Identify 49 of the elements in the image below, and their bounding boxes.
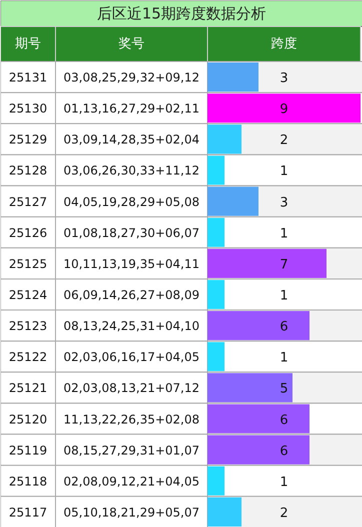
text: 11,13,22,26,35+02,08 — [63, 412, 200, 426]
y-tick-label: 25126 — [8, 226, 48, 240]
y-tick-label: 25120 — [8, 412, 48, 426]
y-tick-label: 25129 — [8, 132, 48, 147]
data-label: 6 — [280, 412, 288, 428]
text: 08,15,27,29,31+01,07 — [63, 443, 200, 458]
y-axis-title: 期号 — [15, 36, 41, 52]
text: 02,08,09,12,21+04,05 — [63, 474, 200, 488]
text: 奖号 — [118, 36, 144, 52]
text: 03,06,26,30,33+11,12 — [63, 164, 200, 178]
text: 01,13,16,27,29+02,11 — [63, 102, 200, 116]
y-tick-label: 25118 — [8, 474, 48, 488]
data-label: 3 — [280, 195, 288, 210]
y-tick-label: 25128 — [8, 164, 48, 178]
data-label: 1 — [280, 350, 288, 366]
x-axis-title: 跨度 — [271, 36, 297, 52]
data-label: 3 — [280, 71, 288, 86]
text: 04,05,19,28,29+05,08 — [63, 194, 200, 209]
data-label: 6 — [280, 320, 288, 335]
data-label: 9 — [280, 102, 288, 118]
text: 02,03,06,16,17+04,05 — [63, 350, 200, 364]
y-tick-label: 25122 — [8, 350, 48, 364]
text: 10,11,13,19,35+04,11 — [63, 256, 200, 271]
text: 03,08,25,29,32+09,12 — [63, 70, 200, 85]
data-label: 2 — [280, 133, 288, 148]
data-label: 1 — [280, 226, 288, 242]
data-label: 2 — [280, 506, 288, 521]
data-label: 7 — [280, 257, 288, 272]
data-label: 5 — [280, 382, 288, 397]
y-tick-label: 25125 — [8, 256, 48, 271]
y-tick-label: 25131 — [8, 70, 48, 85]
text: 08,13,24,25,31+04,10 — [63, 319, 200, 334]
y-tick-label: 25117 — [8, 505, 48, 520]
text: 02,03,08,13,21+07,12 — [63, 381, 200, 396]
data-label: 1 — [280, 164, 288, 180]
y-tick-label: 25130 — [8, 102, 48, 116]
text: 03,09,14,28,35+02,04 — [63, 132, 200, 147]
data-label: 1 — [280, 474, 288, 490]
data-label: 1 — [280, 288, 288, 304]
y-tick-label: 25121 — [8, 381, 48, 396]
data-label: 6 — [280, 444, 288, 459]
text: 06,09,14,26,27+08,09 — [63, 288, 200, 302]
y-tick-label: 25127 — [8, 194, 48, 209]
y-tick-label: 25123 — [8, 319, 48, 334]
chart-title: 后区近15期跨度数据分析 — [96, 4, 266, 22]
y-tick-label: 25124 — [8, 288, 48, 302]
y-tick-label: 25119 — [8, 443, 48, 458]
text: 05,10,18,21,29+05,07 — [63, 505, 200, 520]
text: 01,08,18,27,30+06,07 — [63, 226, 200, 240]
